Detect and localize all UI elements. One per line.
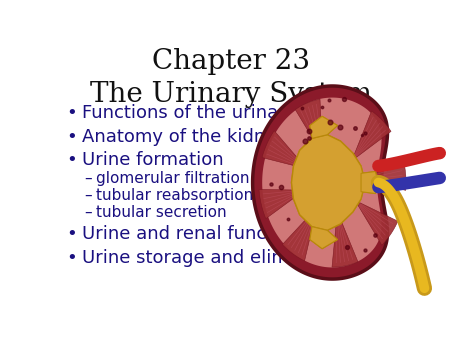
Polygon shape <box>332 212 358 267</box>
Polygon shape <box>262 98 382 267</box>
Text: •: • <box>67 104 77 122</box>
Polygon shape <box>259 189 305 219</box>
Text: tubular reabsorption: tubular reabsorption <box>96 188 254 203</box>
Text: Urine and renal function tests: Urine and renal function tests <box>82 225 351 243</box>
Text: tubular secretion: tubular secretion <box>96 205 227 220</box>
Polygon shape <box>282 207 317 261</box>
Polygon shape <box>295 99 323 155</box>
Polygon shape <box>352 111 391 161</box>
Polygon shape <box>310 227 338 249</box>
Polygon shape <box>361 171 378 194</box>
Text: •: • <box>67 249 77 267</box>
Polygon shape <box>355 200 398 245</box>
Polygon shape <box>310 116 338 138</box>
Text: –: – <box>84 188 92 203</box>
Text: Anatomy of the kidney: Anatomy of the kidney <box>82 128 288 146</box>
Polygon shape <box>292 135 365 230</box>
Text: Functions of the urinary system: Functions of the urinary system <box>82 104 368 122</box>
Polygon shape <box>262 131 307 169</box>
Text: Urine formation: Urine formation <box>82 151 224 169</box>
Polygon shape <box>361 160 406 190</box>
Text: •: • <box>67 128 77 146</box>
Polygon shape <box>292 135 365 230</box>
Polygon shape <box>252 86 387 279</box>
Text: glomerular filtration: glomerular filtration <box>96 171 250 186</box>
Text: Urine storage and elimination: Urine storage and elimination <box>82 249 351 267</box>
Text: •: • <box>67 151 77 169</box>
Polygon shape <box>310 227 338 249</box>
Text: •: • <box>67 225 77 243</box>
Polygon shape <box>361 171 378 194</box>
Polygon shape <box>310 116 338 138</box>
Text: –: – <box>84 171 92 186</box>
Text: Chapter 23
The Urinary System: Chapter 23 The Urinary System <box>90 48 372 107</box>
Text: –: – <box>84 205 92 220</box>
